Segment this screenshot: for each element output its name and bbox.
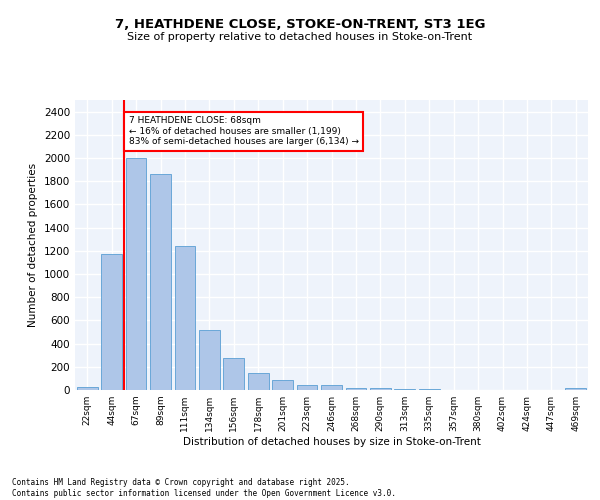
Bar	[565, 388, 586, 390]
Y-axis label: Number of detached properties: Number of detached properties	[28, 163, 38, 327]
Text: Contains HM Land Registry data © Crown copyright and database right 2025.
Contai: Contains HM Land Registry data © Crown c…	[12, 478, 396, 498]
Bar	[394, 389, 415, 390]
Bar	[223, 358, 244, 390]
Bar	[370, 388, 391, 390]
Bar	[150, 174, 171, 390]
Bar	[296, 385, 317, 390]
Bar	[321, 386, 342, 390]
Text: 7 HEATHDENE CLOSE: 68sqm
← 16% of detached houses are smaller (1,199)
83% of sem: 7 HEATHDENE CLOSE: 68sqm ← 16% of detach…	[129, 116, 359, 146]
Bar	[272, 380, 293, 390]
Bar	[199, 330, 220, 390]
Text: Size of property relative to detached houses in Stoke-on-Trent: Size of property relative to detached ho…	[127, 32, 473, 42]
Text: 7, HEATHDENE CLOSE, STOKE-ON-TRENT, ST3 1EG: 7, HEATHDENE CLOSE, STOKE-ON-TRENT, ST3 …	[115, 18, 485, 30]
X-axis label: Distribution of detached houses by size in Stoke-on-Trent: Distribution of detached houses by size …	[182, 437, 481, 447]
Bar	[248, 372, 269, 390]
Bar	[346, 388, 367, 390]
Bar	[101, 254, 122, 390]
Bar	[175, 246, 196, 390]
Bar	[125, 158, 146, 390]
Bar	[77, 387, 98, 390]
